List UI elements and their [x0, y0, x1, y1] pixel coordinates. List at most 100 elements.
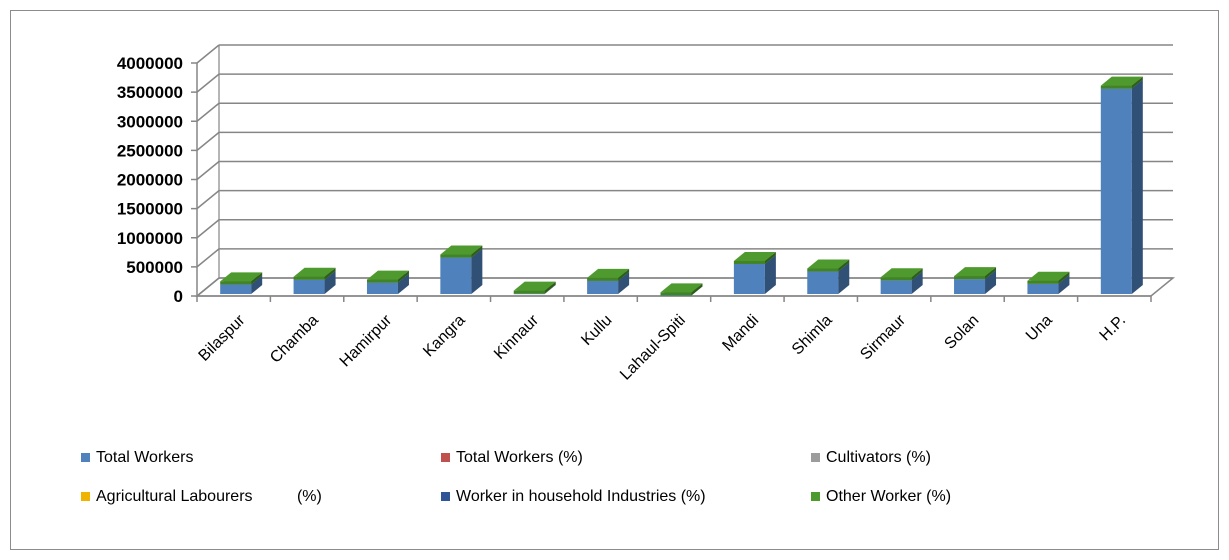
gridline-side: [196, 44, 220, 64]
legend-label: Worker in household Industries (%): [456, 488, 706, 505]
bar-top-side: [764, 251, 776, 264]
bar-top-front: [293, 276, 325, 280]
bar-h-p-: [1100, 76, 1143, 294]
bar-kangra: [440, 245, 483, 294]
bar-side: [985, 270, 997, 294]
bar-top-front: [1100, 85, 1132, 89]
bar-chamba: [293, 267, 336, 294]
bar-top-front: [954, 276, 986, 280]
bar-front: [440, 257, 472, 294]
bar-top-side: [397, 270, 409, 283]
legend-item: Cultivators (%): [811, 449, 931, 466]
bar-top-front: [440, 254, 472, 258]
x-tick-label: Una: [1023, 312, 1056, 345]
bar-top-front: [513, 290, 545, 294]
bar-lahaul-spiti: [660, 283, 703, 296]
bar-kinnaur: [513, 281, 556, 295]
bar-top-front: [587, 277, 619, 281]
legend-label: Total Workers: [96, 449, 194, 466]
bar-top-cap: [440, 245, 483, 255]
bar-top-cap: [1100, 76, 1143, 86]
bar-top-cap: [293, 267, 336, 277]
bar-top-front: [733, 260, 765, 264]
x-tick-label: Bilaspur: [196, 311, 249, 364]
y-tick-label: 3500000: [117, 83, 183, 102]
bar-top-side: [911, 268, 923, 281]
bar-top-cap: [220, 272, 263, 282]
bar-front: [513, 293, 545, 295]
chart-frame: 0 500000 1000000 1500000 2000000 2500000 30000…: [10, 10, 1219, 550]
bar-top-front: [1027, 280, 1059, 284]
bar-side: [251, 275, 263, 294]
bar-front: [1027, 283, 1059, 294]
gridline-side: [196, 248, 220, 268]
bar-side: [1058, 274, 1070, 294]
legend: Total Workers Total Workers (%) Cultivator…: [81, 449, 951, 505]
legend-swatch: [441, 492, 450, 501]
bar-top-cap: [513, 281, 556, 291]
bar-side: [471, 248, 483, 294]
bar-top-side: [985, 267, 997, 280]
y-tick-label: 1000000: [117, 229, 183, 248]
legend-swatch: [811, 453, 820, 462]
bar-top-cap: [807, 259, 850, 269]
bar-top-side: [544, 281, 556, 294]
x-tick-label: H.P.: [1097, 312, 1130, 345]
legend-swatch: [81, 492, 90, 501]
gridline-side: [196, 190, 220, 210]
x-tick-label: Shimla: [789, 312, 836, 359]
gridline-side: [196, 219, 220, 239]
bar-sirmaur: [880, 268, 923, 294]
legend-item: Total Workers (%): [441, 449, 583, 466]
bar-top-cap: [733, 251, 776, 261]
bar-top-cap: [1027, 271, 1070, 281]
bar-side: [1131, 79, 1143, 294]
y-tick-label: 1500000: [117, 200, 183, 219]
bar-mandi: [733, 251, 776, 294]
bar-top-cap: [954, 267, 997, 277]
bar-top-side: [1058, 271, 1070, 284]
gridline-side: [196, 73, 220, 93]
bar-side: [544, 284, 556, 294]
y-tick-label: 2000000: [117, 171, 183, 190]
bar-top-front: [880, 277, 912, 281]
bar-top-cap: [366, 270, 409, 280]
bar-una: [1027, 271, 1070, 294]
bar-front: [880, 280, 912, 294]
legend-swatch: [81, 453, 90, 462]
bar-top-side: [618, 268, 630, 281]
bar-side: [324, 270, 336, 294]
bar-front: [1100, 88, 1132, 294]
x-tick-label: Hamirpur: [337, 311, 396, 370]
legend-item: Other Worker (%): [811, 488, 951, 505]
bar-top-side: [1131, 76, 1143, 89]
x-tick-label: Kinnaur: [491, 311, 542, 362]
bar-side: [911, 271, 923, 294]
legend-label: Agricultural Labourers (%): [96, 488, 322, 505]
bar-front: [293, 279, 325, 294]
bar-top-side: [838, 259, 850, 272]
x-tick-label: Sirmaur: [857, 311, 909, 363]
bar-top-cap: [880, 268, 923, 278]
legend-item: Worker in household Industries (%): [441, 488, 706, 505]
legend-swatch: [441, 453, 450, 462]
x-tick-label: Solan: [941, 312, 982, 353]
legend-label: Other Worker (%): [826, 488, 951, 505]
gridline-side: [196, 160, 220, 181]
y-tick-label: 0: [174, 287, 183, 306]
legend-label: Cultivators (%): [826, 449, 931, 466]
bar-top-cap: [660, 283, 703, 293]
bar-top-front: [807, 268, 839, 272]
bar-top-front: [660, 292, 692, 296]
bar-front: [220, 284, 252, 294]
gridline-side: [196, 131, 220, 151]
bar-front: [733, 263, 765, 294]
bar-top-cap: [587, 268, 630, 278]
bar-front: [660, 295, 692, 296]
x-tick-label: Chamba: [267, 312, 322, 367]
bar-chart: 0 500000 1000000 1500000 2000000 2500000 30000…: [81, 44, 1176, 505]
bar-side: [397, 273, 409, 294]
legend-swatch: [811, 492, 820, 501]
bar-top-side: [324, 267, 336, 280]
y-tick-label: 500000: [126, 258, 183, 277]
